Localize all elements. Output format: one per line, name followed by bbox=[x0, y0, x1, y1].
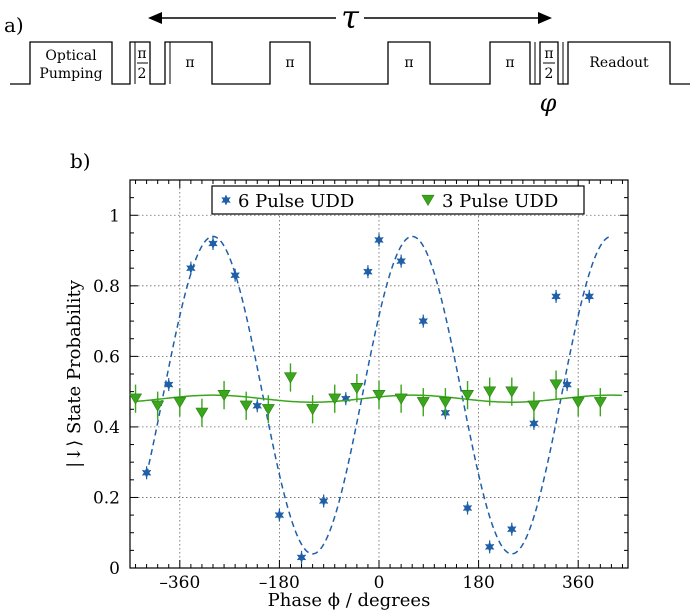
data-point bbox=[484, 541, 495, 553]
tau-label: τ bbox=[341, 0, 360, 36]
y-tick-label: 0.8 bbox=[93, 277, 120, 297]
data-point bbox=[374, 234, 384, 246]
data-point bbox=[418, 315, 429, 327]
data-point bbox=[350, 383, 364, 395]
data-point bbox=[141, 467, 152, 479]
data-point bbox=[571, 397, 585, 409]
panel-b: b) –360 –180 0 180 360 0 0.2 0.4 0.6 0.8 1 Phase ϕ … bbox=[64, 149, 629, 611]
data-point bbox=[230, 269, 240, 281]
data-point bbox=[593, 397, 607, 409]
data-point bbox=[505, 386, 519, 398]
x-tick-label: –360 bbox=[159, 573, 200, 593]
probability-chart: –360 –180 0 180 360 0 0.2 0.4 0.6 0.8 1 Phase ϕ / d… bbox=[64, 179, 629, 611]
legend-label-6-pulse: 6 Pulse UDD bbox=[238, 191, 354, 212]
legend-box bbox=[211, 185, 585, 215]
phi-label: φ bbox=[540, 89, 557, 117]
data-point bbox=[239, 400, 253, 412]
tau-arrow: τ bbox=[148, 0, 552, 36]
pulse-sequence: Optical Pumping π 2 π π π π π 2 Readout … bbox=[10, 41, 690, 117]
data-point bbox=[283, 372, 297, 384]
data-point bbox=[394, 393, 408, 405]
readout-label: Readout bbox=[589, 55, 649, 71]
pi-pulse-4: π bbox=[505, 55, 514, 71]
panel-a: a) τ Optical Pumping π 2 π π π π bbox=[4, 0, 690, 117]
pi-pulse-2: π bbox=[285, 55, 294, 71]
data-point bbox=[529, 417, 539, 429]
data-point bbox=[328, 393, 342, 405]
half-pi-1-num: π bbox=[137, 46, 146, 62]
data-point bbox=[340, 393, 351, 405]
data-point bbox=[461, 390, 475, 402]
data-point bbox=[483, 386, 497, 398]
y-tick-label: 0.2 bbox=[93, 488, 120, 508]
fit-curve-0 bbox=[145, 235, 612, 555]
legend-marker-6-pulse bbox=[221, 194, 231, 206]
data-point bbox=[318, 495, 329, 507]
half-pi-1-den: 2 bbox=[138, 66, 147, 82]
data-point bbox=[584, 290, 595, 303]
data-point bbox=[562, 378, 572, 391]
y-tick-label: 0 bbox=[109, 559, 120, 579]
data-point bbox=[396, 255, 406, 267]
y-tick-label: 0.6 bbox=[93, 347, 120, 367]
data-point bbox=[208, 237, 218, 250]
data-point bbox=[274, 509, 285, 521]
y-axis-label: |↓⟩ State Probability bbox=[64, 279, 85, 468]
legend-marker-3-pulse bbox=[421, 194, 435, 206]
panel-b-label: b) bbox=[70, 149, 91, 173]
pi-pulse-1: π bbox=[185, 55, 194, 71]
data-point bbox=[527, 400, 541, 412]
y-tick-label: 1 bbox=[109, 206, 120, 226]
data-point bbox=[129, 393, 143, 405]
data-point bbox=[261, 404, 275, 416]
data-point bbox=[151, 400, 165, 412]
data-point bbox=[462, 502, 473, 514]
x-tick-label: 180 bbox=[462, 573, 494, 593]
data-point bbox=[416, 397, 430, 409]
data-point bbox=[363, 266, 373, 278]
panel-a-label: a) bbox=[4, 13, 24, 37]
data-point bbox=[506, 523, 517, 535]
data-point bbox=[296, 551, 307, 564]
data-point bbox=[173, 397, 187, 409]
x-axis-label: Phase ϕ / degrees bbox=[268, 590, 431, 611]
legend-label-3-pulse: 3 Pulse UDD bbox=[442, 191, 558, 212]
data-point bbox=[551, 290, 561, 303]
y-tick-label: 0.4 bbox=[93, 418, 120, 438]
data-point bbox=[217, 390, 231, 402]
data-point bbox=[186, 262, 196, 274]
pi-pulse-3: π bbox=[404, 55, 413, 71]
x-tick-label: 360 bbox=[562, 573, 594, 593]
data-point bbox=[372, 390, 386, 402]
data-point bbox=[195, 407, 209, 419]
data-point bbox=[252, 400, 263, 412]
half-pi-2-num: π bbox=[544, 46, 553, 62]
x-tick-label: –180 bbox=[259, 573, 300, 593]
data-point bbox=[306, 404, 320, 416]
half-pi-2-den: 2 bbox=[545, 66, 554, 82]
optical-label-1: Optical bbox=[45, 48, 97, 64]
x-tick-label: 0 bbox=[374, 573, 385, 593]
data-point bbox=[438, 397, 452, 409]
optical-label-2: Pumping bbox=[39, 66, 102, 82]
data-point bbox=[163, 378, 174, 391]
data-point bbox=[549, 379, 563, 391]
